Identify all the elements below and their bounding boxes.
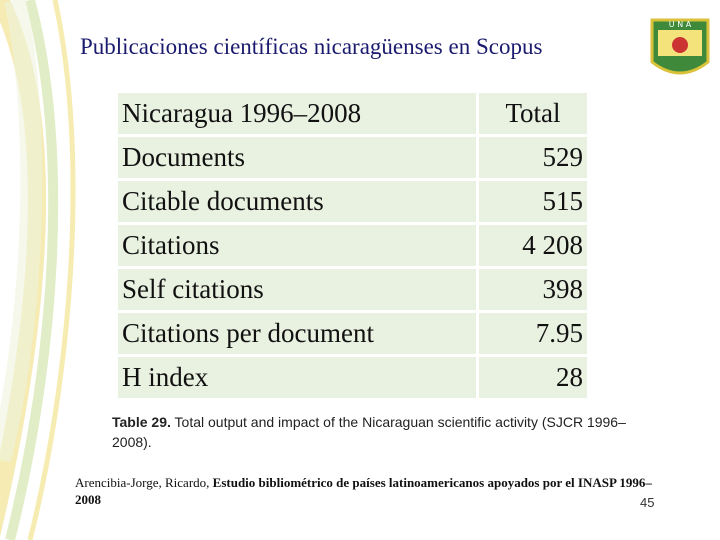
table-header: Nicaragua 1996–2008 Total: [118, 93, 587, 134]
citation-title: Estudio bibliométrico de países latinoam…: [75, 475, 652, 507]
caption-text: Total output and impact of the Nicaragua…: [112, 414, 626, 450]
row-label: Citable documents: [118, 181, 476, 222]
row-value: 4 208: [479, 225, 587, 266]
citation-author: Arencibia-Jorge, Ricardo,: [75, 475, 210, 490]
caption-label: Table 29.: [112, 414, 171, 430]
header-cell: Nicaragua 1996–2008: [118, 93, 476, 134]
row-label: Self citations: [118, 269, 476, 310]
row-value: 28: [479, 357, 587, 398]
row-value: 7.95: [479, 313, 587, 354]
slide-title: Publicaciones científicas nicaragüenses …: [80, 34, 543, 59]
data-table: Nicaragua 1996–2008 Total Documents 529 Ci…: [115, 90, 590, 401]
logo-text: U N A: [669, 20, 692, 29]
row-label: H index: [118, 357, 476, 398]
table-row: Self citations 398: [118, 269, 587, 310]
row-value: 529: [479, 137, 587, 178]
row-value: 398: [479, 269, 587, 310]
table-caption: Table 29. Total output and impact of the…: [112, 412, 632, 452]
logo: U N A: [650, 18, 710, 75]
row-label: Citations per document: [118, 313, 476, 354]
row-label: Citations: [118, 225, 476, 266]
row-label: Documents: [118, 137, 476, 178]
table-row: Documents 529: [118, 137, 587, 178]
citation: Arencibia-Jorge, Ricardo, Estudio biblio…: [75, 474, 675, 508]
header-cell: Total: [479, 93, 587, 134]
table-row: Citations 4 208: [118, 225, 587, 266]
table-row: Citable documents 515: [118, 181, 587, 222]
row-value: 515: [479, 181, 587, 222]
table-row: Citations per document 7.95: [118, 313, 587, 354]
table-row: H index 28: [118, 357, 587, 398]
page-number: 45: [640, 495, 655, 510]
